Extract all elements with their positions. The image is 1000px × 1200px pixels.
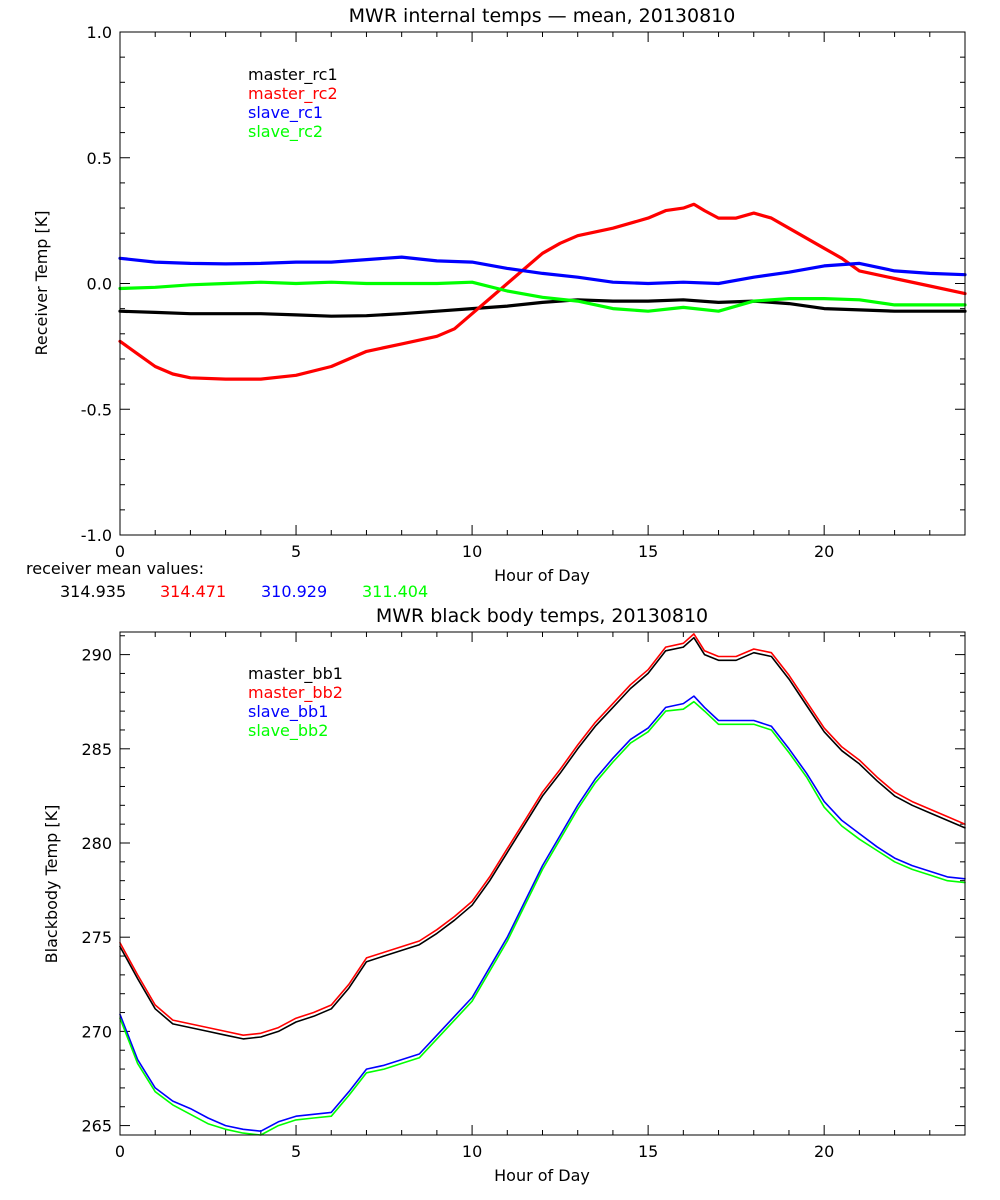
chart-title: MWR black body temps, 20130810 xyxy=(376,605,708,627)
series-lines xyxy=(119,633,966,1136)
series-line-master_bb1 xyxy=(119,636,966,1040)
x-tick-label: 0 xyxy=(115,542,125,561)
series-line-slave_bb2 xyxy=(119,700,966,1136)
legend-entry: master_bb1 xyxy=(248,664,343,684)
y-tick-label: 270 xyxy=(81,1022,112,1041)
y-tick-label: 280 xyxy=(81,834,112,853)
y-tick-label: -0.5 xyxy=(81,400,112,419)
y-tick-label: 275 xyxy=(81,928,112,947)
series-line-master_rc1 xyxy=(118,298,967,318)
legend-entry: master_bb2 xyxy=(248,683,343,703)
y-tick-label: 265 xyxy=(81,1117,112,1136)
series-line-slave_bb1 xyxy=(119,695,966,1132)
series-line-master_rc2 xyxy=(118,202,967,381)
mean-value: 314.471 xyxy=(160,582,226,601)
series-line-slave_rc1 xyxy=(118,255,967,286)
x-axis-label: Hour of Day xyxy=(494,566,590,585)
mean-value: 314.935 xyxy=(60,582,126,601)
x-tick-label: 5 xyxy=(291,542,301,561)
tick-labels: 0 5 10 15 20 265 270 275 280 285 290 xyxy=(81,646,834,1161)
mean-value: 311.404 xyxy=(362,582,428,601)
x-tick-label: 5 xyxy=(291,1142,301,1161)
legend-entry: slave_rc1 xyxy=(248,103,323,123)
y-tick-label: 0.5 xyxy=(87,149,112,168)
y-tick-label: 290 xyxy=(81,646,112,665)
y-axis-label: Blackbody Temp [K] xyxy=(42,805,61,964)
x-tick-label: 20 xyxy=(814,1142,834,1161)
y-tick-label: -1.0 xyxy=(81,526,112,545)
y-tick-label: 1.0 xyxy=(87,23,112,42)
legend: master_rc1 master_rc2 slave_rc1 slave_rc… xyxy=(248,65,338,142)
y-tick-label: 285 xyxy=(81,740,112,759)
y-tick-label: 0.0 xyxy=(87,275,112,294)
x-tick-label: 15 xyxy=(638,542,658,561)
legend: master_bb1 master_bb2 slave_bb1 slave_bb… xyxy=(248,664,343,741)
x-tick-label: 15 xyxy=(638,1142,658,1161)
plot-frame xyxy=(119,631,966,1136)
x-axis-label: Hour of Day xyxy=(494,1166,590,1185)
legend-entry: slave_bb2 xyxy=(248,721,328,741)
x-tick-label: 10 xyxy=(462,542,482,561)
mean-values-label: receiver mean values: xyxy=(26,559,204,578)
receiver-mean-values: receiver mean values: 314.935 314.471 31… xyxy=(26,559,428,601)
tick-labels: 0 5 10 15 20 -1.0 -0.5 0.0 0.5 1.0 xyxy=(81,23,835,561)
legend-entry: master_rc1 xyxy=(248,65,338,85)
x-tick-label: 0 xyxy=(115,1142,125,1161)
receiver-temp-chart: MWR internal temps — mean, 20130810 Hour… xyxy=(26,5,967,601)
legend-entry: slave_bb1 xyxy=(248,702,328,722)
chart-title: MWR internal temps — mean, 20130810 xyxy=(349,5,736,27)
series-lines xyxy=(118,202,967,381)
blackbody-temp-chart: MWR black body temps, 20130810 Hour of D… xyxy=(42,605,966,1185)
mean-value: 310.929 xyxy=(261,582,327,601)
series-line-master_bb2 xyxy=(119,633,966,1036)
x-tick-label: 20 xyxy=(814,542,834,561)
legend-entry: slave_rc2 xyxy=(248,122,323,142)
legend-entry: master_rc2 xyxy=(248,84,338,104)
y-axis-label: Receiver Temp [K] xyxy=(32,210,51,355)
plot-frame xyxy=(119,31,966,536)
series-line-slave_rc2 xyxy=(118,280,967,313)
x-tick-label: 10 xyxy=(462,1142,482,1161)
